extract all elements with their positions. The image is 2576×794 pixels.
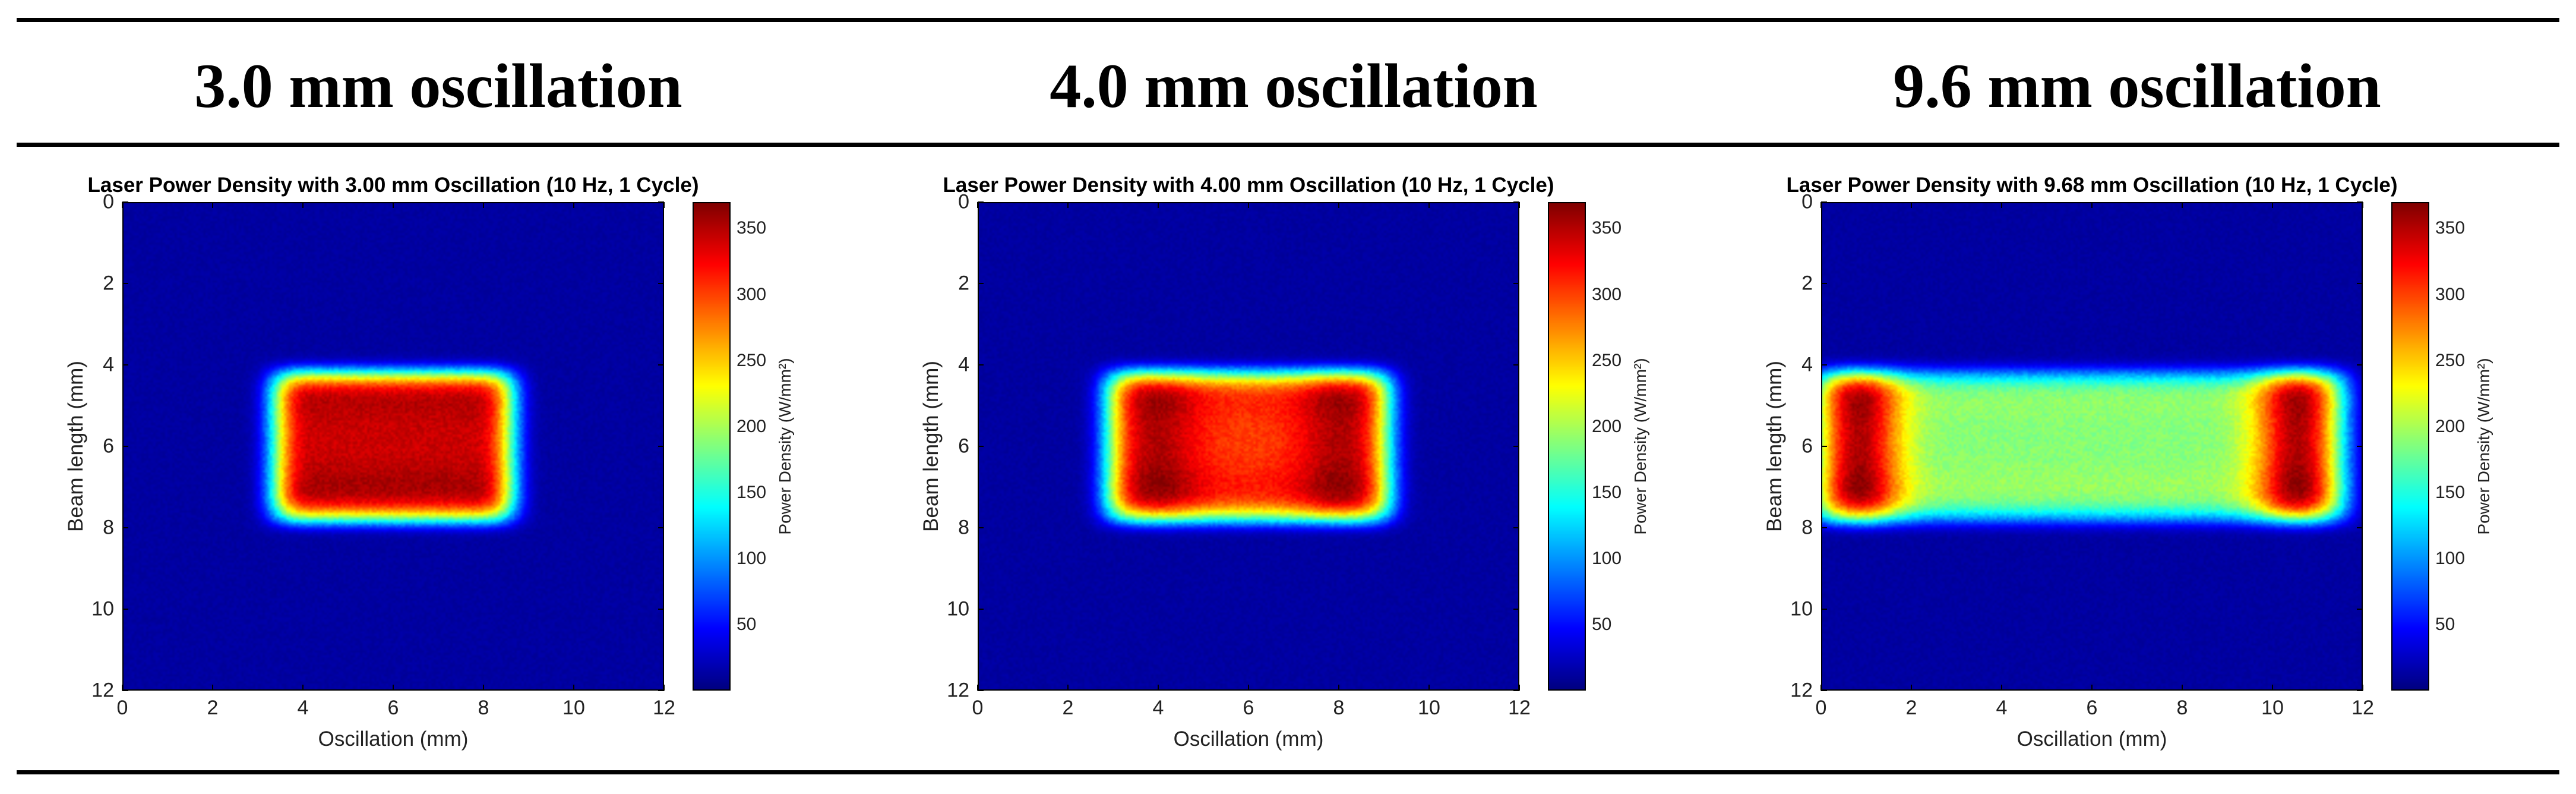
colorbar-tick-label: 150 [737, 482, 767, 502]
colorbar-tick-label: 100 [1592, 548, 1622, 568]
y-tick-label: 12 [1790, 679, 1813, 702]
heading-4mm: 4.0 mm oscillation [1050, 51, 1538, 121]
x-tick-label: 0 [1815, 697, 1827, 719]
heatmap-image [122, 202, 664, 691]
colorbar-tick-label: 350 [2435, 218, 2466, 238]
chart-title: Laser Power Density with 3.00 mm Oscilla… [87, 174, 699, 197]
x-tick-label: 4 [297, 697, 309, 719]
colorbar-tick-label: 200 [737, 416, 767, 436]
colorbar [2391, 202, 2429, 691]
colorbar-tick-label: 100 [2435, 548, 2466, 568]
y-tick-label: 12 [947, 679, 969, 702]
x-tick-label: 10 [562, 697, 585, 719]
colorbar-tick-label: 250 [737, 350, 767, 370]
x-tick-label: 8 [2176, 697, 2188, 719]
colorbar-tick-label: 250 [1592, 350, 1622, 370]
colorbar-tick-label: 200 [1592, 416, 1622, 436]
y-tick-label: 2 [958, 272, 969, 295]
heading-9-6mm: 9.6 mm oscillation [1893, 51, 2381, 121]
x-tick-label: 12 [653, 697, 675, 719]
x-tick-label: 12 [1508, 697, 1531, 719]
y-tick-label: 0 [103, 190, 114, 213]
colorbar-frame [1548, 202, 1586, 691]
y-tick-label: 10 [947, 597, 969, 620]
x-axis-label: Oscillation (mm) [2016, 727, 2167, 751]
x-tick-label: 2 [1905, 697, 1917, 719]
colorbar-tick-label: 150 [1592, 482, 1622, 502]
colorbar-tick-label: 50 [1592, 614, 1612, 634]
colorbar-tick-label: 300 [1592, 284, 1622, 304]
x-tick-label: 0 [116, 697, 128, 719]
x-tick-label: 6 [2086, 697, 2098, 719]
colorbar-tick-label: 50 [737, 614, 757, 634]
x-tick-label: 6 [1243, 697, 1254, 719]
y-tick-label: 4 [958, 353, 969, 376]
chart-title: Laser Power Density with 9.68 mm Oscilla… [1786, 174, 2398, 197]
y-tick-label: 4 [1801, 353, 1813, 376]
x-tick-label: 6 [387, 697, 399, 719]
x-tick-label: 8 [478, 697, 489, 719]
x-tick-label: 8 [1333, 697, 1345, 719]
colorbar [1548, 202, 1586, 691]
x-tick-label: 0 [972, 697, 984, 719]
x-tick-label: 10 [1418, 697, 1440, 719]
colorbar-tick-label: 100 [737, 548, 767, 568]
colorbar [693, 202, 731, 691]
x-tick-label: 2 [1062, 697, 1074, 719]
x-tick-label: 12 [2351, 697, 2374, 719]
colorbar-tick-label: 250 [2435, 350, 2466, 370]
colorbar-tick-label: 350 [737, 218, 767, 238]
x-tick-label: 4 [1996, 697, 2008, 719]
y-tick-label: 6 [958, 434, 969, 458]
y-tick-label: 10 [1790, 597, 1813, 620]
y-tick-label: 10 [91, 597, 114, 620]
colorbar-frame [2391, 202, 2429, 691]
colorbar-tick-label: 200 [2435, 416, 2466, 436]
top-rule [17, 18, 2559, 22]
y-tick-label: 8 [103, 516, 114, 539]
heatmap-image [978, 202, 1519, 691]
x-tick-label: 4 [1152, 697, 1164, 719]
y-tick-label: 2 [103, 272, 114, 295]
y-tick-label: 4 [103, 353, 114, 376]
heatmap-image [1821, 202, 2363, 691]
chart-title: Laser Power Density with 4.00 mm Oscilla… [943, 174, 1554, 197]
colorbar-tick-label: 350 [1592, 218, 1622, 238]
header-rule [17, 143, 2559, 147]
y-tick-label: 0 [958, 190, 969, 213]
y-axis-label: Beam length (mm) [1763, 361, 1786, 532]
colorbar-tick-label: 300 [737, 284, 767, 304]
y-tick-label: 6 [1801, 434, 1813, 458]
y-tick-label: 2 [1801, 272, 1813, 295]
x-tick-label: 10 [2261, 697, 2284, 719]
y-tick-label: 6 [103, 434, 114, 458]
bottom-rule [17, 770, 2559, 774]
x-tick-label: 2 [207, 697, 219, 719]
colorbar-frame [693, 202, 731, 691]
colorbar-tick-label: 150 [2435, 482, 2466, 502]
x-axis-label: Oscillation (mm) [1173, 727, 1324, 751]
colorbar-tick-label: 300 [2435, 284, 2466, 304]
colorbar-label: Power Density (W/mm²) [2474, 358, 2493, 535]
heading-3mm: 3.0 mm oscillation [194, 51, 682, 121]
y-tick-label: 8 [958, 516, 969, 539]
y-tick-label: 12 [91, 679, 114, 702]
y-tick-label: 8 [1801, 516, 1813, 539]
colorbar-tick-label: 50 [2435, 614, 2455, 634]
x-axis-label: Oscillation (mm) [318, 727, 469, 751]
y-tick-label: 0 [1801, 190, 1813, 213]
